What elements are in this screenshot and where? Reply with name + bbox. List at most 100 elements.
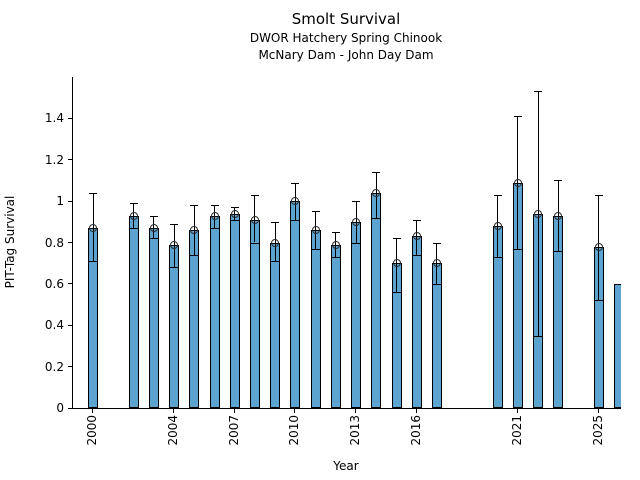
errorbar-cap-top-2016 [412,219,421,221]
bar-2017 [431,263,442,408]
bar-2007 [229,213,240,408]
point-marker-2021 [513,178,522,187]
errorbar-cap-top-2011 [311,211,320,213]
bar-2016 [411,236,422,408]
point-marker-2013 [352,217,361,226]
errorbar-cap-bottom-2012 [331,256,340,258]
bar-2003 [148,228,159,408]
point-marker-2002 [129,211,138,220]
errorbar-cap-bottom-2010 [291,219,300,221]
y-tick-1 [68,200,72,202]
errorbar-cap-top-2022 [534,91,543,93]
bar-2005 [189,230,200,408]
point-marker-2016 [412,232,421,241]
x-tick-2000 [92,409,94,413]
y-tick-label-0.4: 0.4 [44,318,64,333]
errorbar-cap-top-2021 [513,116,522,118]
x-tick-2007 [233,409,235,413]
bar-2004 [169,244,180,408]
errorbar-cap-top-2013 [352,201,361,203]
errorbar-cap-top-2020 [493,194,502,196]
y-tick-0.2 [68,366,72,368]
errorbar-cap-bottom-2023 [554,250,563,252]
point-marker-2006 [210,211,219,220]
y-tick-1.4 [68,117,72,119]
point-marker-2023 [554,211,563,220]
y-tick-label-0.8: 0.8 [44,235,64,250]
y-tick-label-0: 0 [56,401,64,415]
bar-2006 [209,215,220,408]
bar-2010 [290,201,301,408]
y-tick-0.4 [68,324,72,326]
x-tick-label-2010: 2010 [287,415,302,446]
errorbar-cap-bottom-2020 [493,256,502,258]
x-tick-2010 [294,409,296,413]
bar-2012 [330,244,341,408]
x-tick-2025 [597,409,599,413]
errorbar-cap-bottom-2025 [594,300,603,302]
errorbar-cap-bottom-2009 [271,261,280,263]
x-tick-label-2016: 2016 [408,415,423,446]
x-tick-2004 [173,409,175,413]
x-tick-2013 [355,409,357,413]
point-marker-2015 [392,259,401,268]
errorbar-cap-bottom-2014 [372,217,381,219]
errorbar-cap-top-2002 [129,203,138,205]
point-marker-2005 [190,226,199,235]
errorbar-cap-bottom-2000 [89,261,98,263]
y-tick-0.8 [68,242,72,243]
y-tick-label-1.4: 1.4 [44,111,64,126]
errorbar-cap-top-2005 [190,205,199,207]
point-marker-2007 [230,209,239,218]
errorbar-cap-bottom-2011 [311,248,320,250]
x-tick-2016 [415,409,417,413]
errorbar-cap-top-2023 [554,180,563,182]
errorbar-cap-bottom-2015 [392,292,401,294]
point-marker-2020 [493,221,502,230]
y-tick-label-0.6: 0.6 [44,276,64,291]
errorbar-cap-bottom-2003 [149,238,158,240]
errorbar-cap-bottom-2022 [534,335,543,337]
x-axis-label: Year [333,459,359,473]
chart-subtitle-1: DWOR Hatchery Spring Chinook [249,31,443,45]
point-marker-2025 [594,242,603,251]
point-marker-2010 [291,197,300,206]
bar-2011 [310,230,321,408]
y-tick-1.2 [68,159,72,161]
errorbar-cap-top-2012 [331,232,340,234]
errorbar-cap-top-2025 [594,194,603,196]
x-tick-label-2013: 2013 [348,415,363,446]
point-marker-2009 [271,238,280,247]
errorbar-cap-bottom-2013 [352,242,361,244]
point-marker-2012 [331,240,340,249]
errorbar-cap-top-2007 [230,207,239,209]
point-marker-2000 [89,224,98,233]
x-tick-label-2000: 2000 [85,415,100,446]
y-axis-label: PIT-Tag Survival [3,195,17,289]
errorbar-cap-bottom-2021 [513,248,522,250]
errorbar-cap-top-2010 [291,182,300,184]
x-tick-label-2025: 2025 [590,415,605,446]
bar-2002 [128,215,139,408]
point-marker-2008 [250,215,259,224]
x-tick-label-2007: 2007 [226,415,241,446]
errorbar-cap-bottom-2002 [129,228,138,230]
bar-2014 [371,192,382,408]
errorbar-cap-bottom-2017 [432,283,441,285]
point-marker-2017 [432,259,441,268]
errorbar-cap-bottom-2008 [250,242,259,244]
point-marker-2003 [149,224,158,233]
y-tick-label-1.2: 1.2 [44,152,64,167]
point-marker-2011 [311,226,320,235]
chart-title: Smolt Survival [291,10,401,28]
x-tick-label-2021: 2021 [509,415,524,446]
errorbar-cap-top-2003 [149,215,158,217]
errorbar-cap-bottom-2005 [190,254,199,256]
plot-frame: 2000 2004 2007 2010 2013 2016 2021 2025 0 0.2 0.4 0… [45,77,621,446]
chart-subtitle-2: McNary Dam - John Day Dam [258,48,434,62]
errorbar-cap-top-2008 [250,194,259,196]
plot-area [72,77,621,409]
errorbar-cap-bottom-2006 [210,228,219,230]
errorbar-cap-top-2004 [170,223,179,225]
